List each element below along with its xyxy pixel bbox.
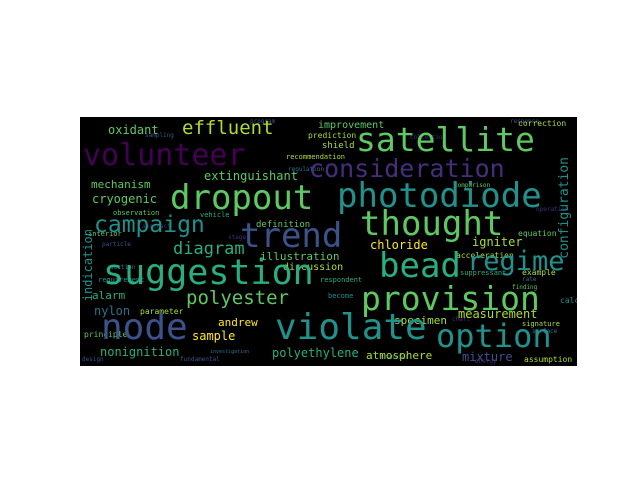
word-correction: correction [518,119,567,128]
word-node: node [101,307,188,348]
word-suggestion: suggestion [103,253,314,293]
word-investigation: investigation [210,349,250,355]
word-campaign: campaign [94,212,205,238]
word-definition: definition [256,220,311,230]
word-mixture: mixture [462,350,513,364]
word-abstract: abstract [142,223,171,230]
word-regulation: regulation [288,166,325,173]
word-oxidant: oxidant [108,123,159,137]
word-comparison: comparison [454,182,491,189]
word-principle: principle [84,330,128,339]
word-acceleration: acceleration [456,251,514,260]
word-sampling: sampling [145,132,174,139]
word-requirement: requirement [98,276,145,284]
word-option: option [436,317,552,355]
word-design: design [82,356,104,363]
word-sample: sample [192,329,236,343]
word-recommendation: recommendation [286,153,346,161]
word-stage: stage [228,234,247,241]
word-vehicle: vehicle [200,211,230,219]
word-diagram: diagram [173,239,245,259]
word-extinguishant: extinguishant [204,169,298,183]
word-suppressant: suppressant [460,269,507,277]
word-finding: finding [512,284,538,291]
word-regime: regime [467,246,565,277]
word-calculation: calculation [560,296,577,305]
word-polyethylene: polyethylene [272,346,359,360]
word-effluent: effluent [182,117,274,139]
word-operation: operation [536,206,569,213]
word-become: become [328,292,354,300]
word-parameter: parameter [140,307,184,316]
word-andrew: andrew [218,316,258,329]
word-volunteer: volunteer [83,138,246,173]
word-surface: surface [532,328,558,335]
word-dropout: dropout [170,178,314,218]
word-thought: thought [360,204,504,244]
word-collection: collection [410,134,447,141]
word-photodiode: photodiode [337,176,542,216]
word-violate: violate [275,307,427,348]
word-bead: bead [379,246,461,286]
word-signature: signature [522,320,560,328]
word-alarm: alarm [92,289,126,302]
word-improvement: improvement [318,120,385,131]
word-cryogenic: cryogenic [92,192,158,206]
word-nylon: nylon [94,304,131,318]
word-chart: chart [452,316,471,323]
word-assumption: assumption [524,355,573,364]
word-prediction: prediction [308,131,357,140]
word-response: response [510,118,539,125]
word-provision: provision [361,279,540,318]
word-transfer: transfer [380,354,409,361]
word-example: example [522,268,556,277]
word-illustration: illustration [260,250,340,263]
word-consideration: consideration [309,154,505,183]
word-specimen: specimen [394,314,447,327]
word-respondent: respondent [320,276,363,284]
word-particle: particle [102,241,131,248]
word-trend: trend [240,216,343,256]
word-shield: shield [322,141,355,151]
word-discussion: discussion [283,262,344,273]
word-interior: interior [88,230,122,238]
word-section: section [110,264,136,271]
word-program: program [250,118,276,125]
word-igniter: igniter [472,235,523,249]
word-configuration: configuration [557,157,572,259]
word-mechanism: mechanism [91,178,151,191]
word-atmosphere: atmosphere [366,349,433,362]
word-satellite: satellite [356,120,535,159]
word-nonignition: nonignition [100,345,180,359]
word-polyester: polyester [186,287,289,309]
word-cloud: sampling regulation abstract particle se… [80,117,577,366]
word-fundamental: fundamental [180,356,220,363]
word-chloride: chloride [370,238,428,252]
word-rate: rate [522,276,537,283]
word-observation: observation [113,209,160,217]
word-equation: equation [518,229,557,238]
word-energy: energy [475,358,497,365]
word-measurement: measurement [458,307,538,321]
word-indication: indication [81,229,95,302]
